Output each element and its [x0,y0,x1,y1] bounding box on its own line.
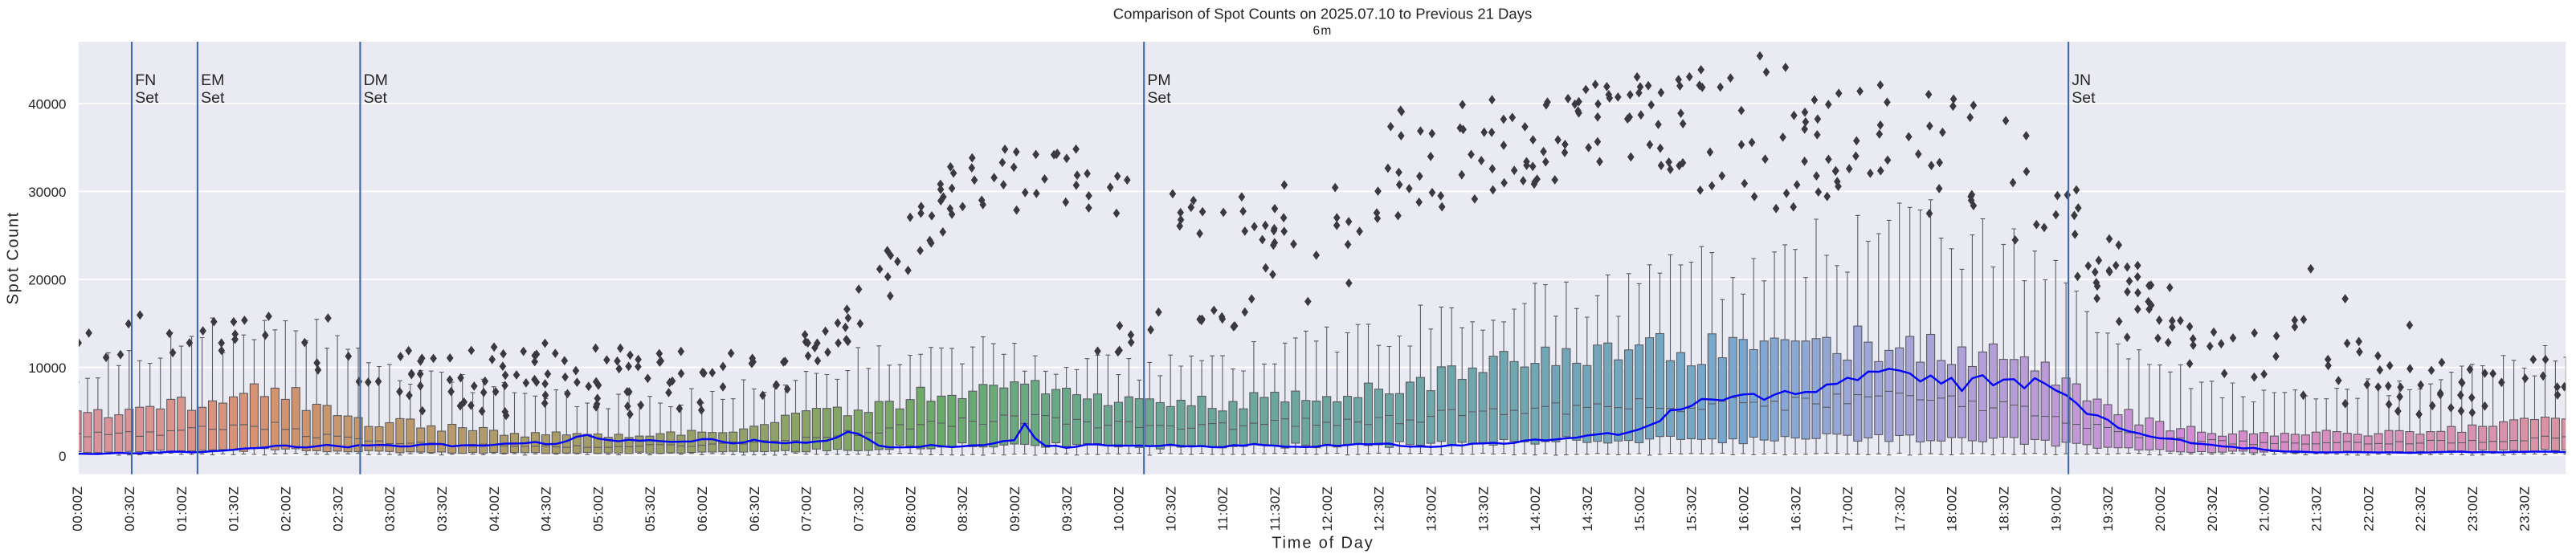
svg-text:FN: FN [135,71,156,89]
svg-text:DM: DM [364,71,388,89]
svg-text:07:30Z: 07:30Z [851,486,867,531]
svg-text:14:30Z: 14:30Z [1580,486,1595,531]
svg-text:18:30Z: 18:30Z [1997,486,2012,531]
svg-text:JN: JN [2072,71,2091,89]
svg-text:EM: EM [201,71,224,89]
svg-text:11:00Z: 11:00Z [1215,487,1231,531]
svg-text:05:00Z: 05:00Z [590,486,606,531]
svg-text:07:00Z: 07:00Z [799,486,814,531]
svg-text:01:30Z: 01:30Z [227,486,242,531]
svg-text:03:30Z: 03:30Z [435,486,450,531]
svg-text:0: 0 [59,449,66,464]
svg-text:Time of Day: Time of Day [1272,534,1374,552]
svg-text:20:00Z: 20:00Z [2153,486,2168,531]
svg-text:10:30Z: 10:30Z [1163,486,1178,531]
svg-text:Spot Count: Spot Count [4,211,22,304]
svg-text:20:30Z: 20:30Z [2205,486,2220,531]
svg-text:10:00Z: 10:00Z [1112,486,1127,531]
svg-text:Set: Set [201,89,225,107]
svg-text:08:30Z: 08:30Z [955,486,970,531]
svg-text:21:00Z: 21:00Z [2257,486,2272,531]
svg-text:Comparison of Spot Counts on 2: Comparison of Spot Counts on 2025.07.10 … [1113,6,1532,22]
svg-text:00:30Z: 00:30Z [122,486,137,531]
svg-text:04:00Z: 04:00Z [487,486,502,531]
svg-text:40000: 40000 [28,96,66,112]
svg-text:09:30Z: 09:30Z [1059,486,1075,531]
svg-text:11:30Z: 11:30Z [1268,487,1283,531]
svg-text:12:30Z: 12:30Z [1372,486,1387,531]
svg-text:30000: 30000 [28,185,66,200]
svg-text:23:30Z: 23:30Z [2517,486,2533,531]
svg-text:20000: 20000 [28,273,66,288]
svg-text:6m: 6m [1313,24,1333,38]
svg-text:Set: Set [364,89,388,107]
svg-text:21:30Z: 21:30Z [2309,486,2325,531]
svg-text:16:30Z: 16:30Z [1788,486,1803,531]
svg-text:Set: Set [135,89,159,107]
svg-text:PM: PM [1147,71,1170,89]
svg-text:Set: Set [1147,89,1171,107]
svg-text:Set: Set [2072,89,2096,107]
svg-text:02:00Z: 02:00Z [279,486,294,531]
svg-text:04:30Z: 04:30Z [539,486,554,531]
svg-text:22:30Z: 22:30Z [2413,486,2428,531]
svg-text:19:30Z: 19:30Z [2100,486,2116,531]
svg-text:13:30Z: 13:30Z [1476,486,1491,531]
svg-text:03:00Z: 03:00Z [382,486,398,531]
svg-text:06:30Z: 06:30Z [747,486,762,531]
svg-text:17:00Z: 17:00Z [1840,486,1855,531]
svg-text:17:30Z: 17:30Z [1892,486,1908,531]
svg-text:18:00Z: 18:00Z [1945,486,1960,531]
svg-text:15:00Z: 15:00Z [1632,486,1647,531]
svg-text:00:00Z: 00:00Z [70,486,85,531]
svg-text:15:30Z: 15:30Z [1684,486,1700,531]
svg-text:02:30Z: 02:30Z [330,486,345,531]
svg-text:01:00Z: 01:00Z [174,486,190,531]
svg-text:22:00Z: 22:00Z [2361,486,2376,531]
svg-text:19:00Z: 19:00Z [2048,486,2064,531]
svg-text:12:00Z: 12:00Z [1320,486,1335,531]
svg-text:06:00Z: 06:00Z [695,486,710,531]
svg-text:10000: 10000 [28,360,66,376]
svg-text:13:00Z: 13:00Z [1424,486,1439,531]
svg-text:08:00Z: 08:00Z [903,486,918,531]
svg-text:05:30Z: 05:30Z [643,486,658,531]
svg-text:09:00Z: 09:00Z [1007,486,1023,531]
svg-text:16:00Z: 16:00Z [1736,486,1751,531]
svg-text:23:00Z: 23:00Z [2465,486,2480,531]
svg-text:14:00Z: 14:00Z [1528,486,1543,531]
